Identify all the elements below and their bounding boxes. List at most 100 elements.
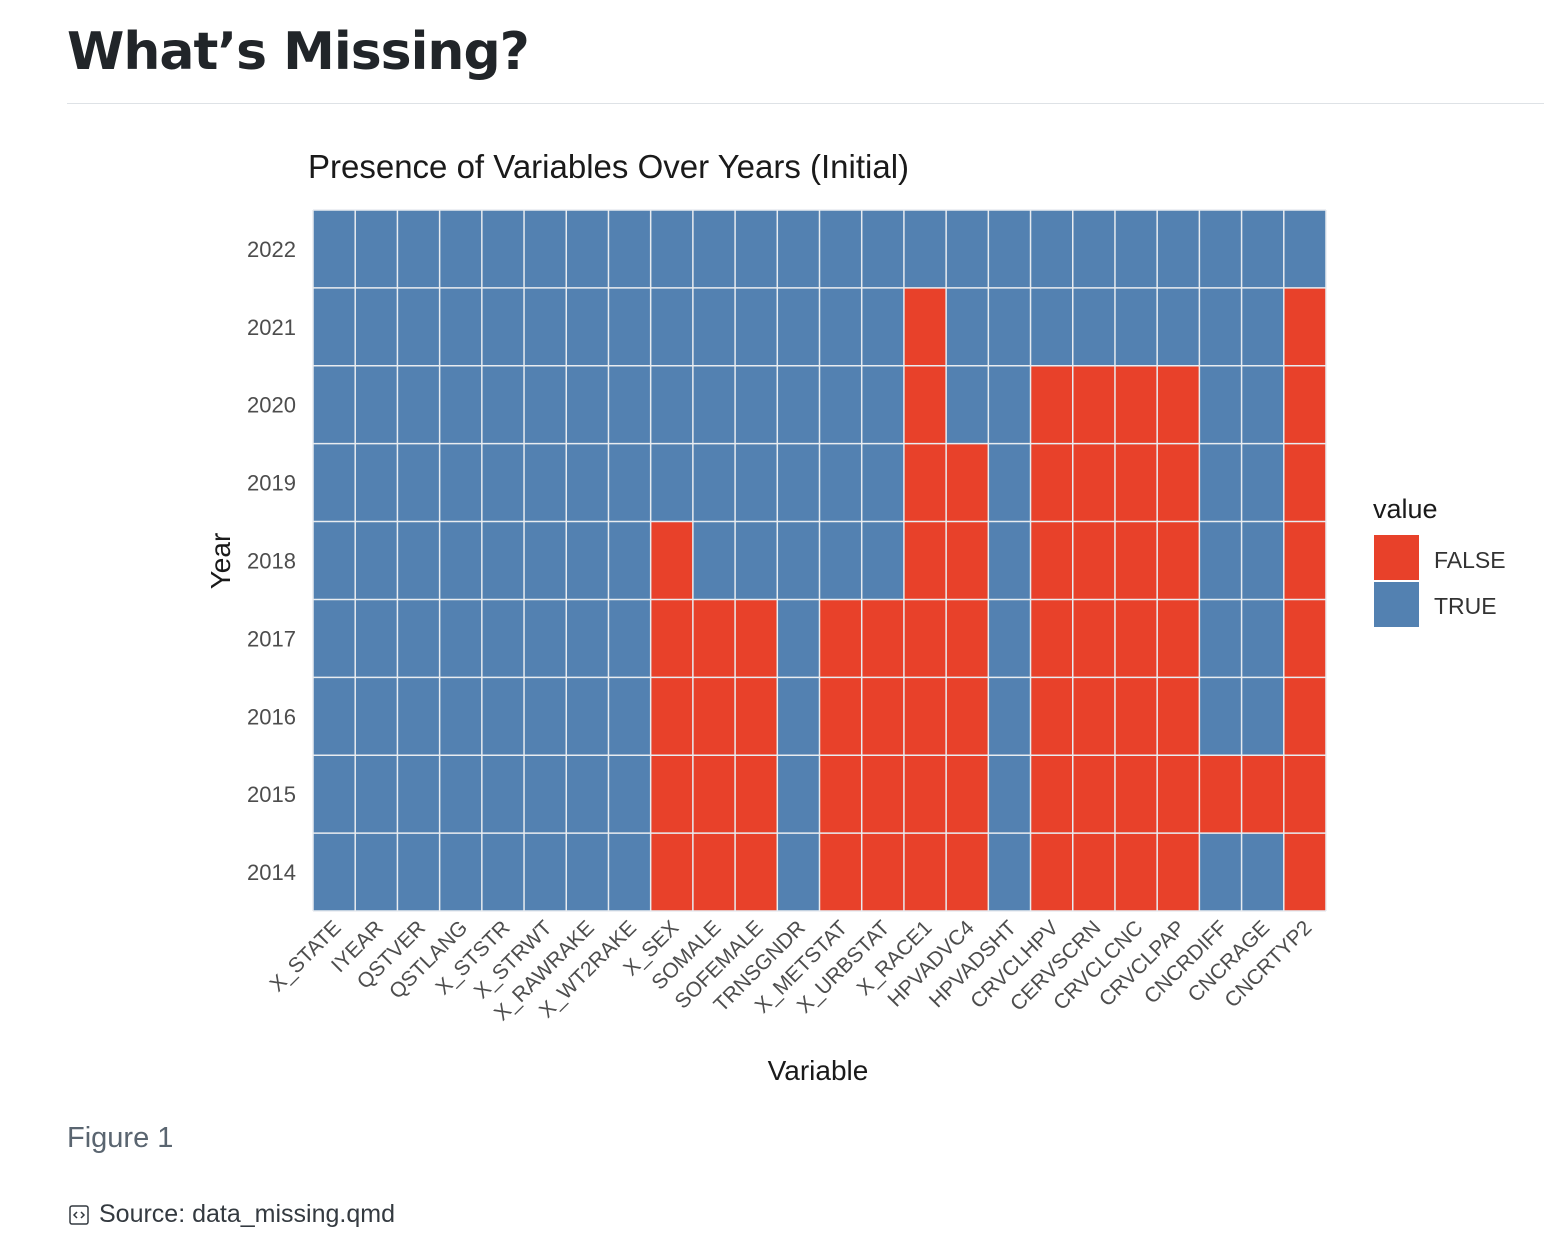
heatmap-cell <box>946 210 989 288</box>
heatmap-cell <box>735 443 778 522</box>
heatmap-cell <box>735 521 778 600</box>
heatmap-cell <box>777 521 820 600</box>
heatmap-cell <box>777 599 820 678</box>
legend-label-false: FALSE <box>1434 547 1506 573</box>
heatmap-cell <box>1241 210 1284 288</box>
heatmap-cell <box>566 677 609 756</box>
heatmap-cell <box>946 521 989 600</box>
heatmap-cell <box>692 210 736 288</box>
legend-swatch-false <box>1374 535 1419 580</box>
heatmap-cell <box>313 599 356 678</box>
heatmap-cell <box>1072 365 1115 444</box>
heatmap-cell <box>777 287 820 366</box>
heatmap-cell <box>650 833 693 911</box>
source-link[interactable]: Source: data_missing.qmd <box>67 1200 395 1229</box>
heatmap-cell <box>903 287 947 366</box>
heatmap-cell <box>566 755 609 834</box>
heatmap-chart: Presence of Variables Over Years (Initia… <box>205 148 1506 1086</box>
heatmap-cell <box>481 677 525 756</box>
heatmap-cell <box>1114 833 1158 911</box>
heatmap-cell <box>1030 443 1073 522</box>
heatmap-cell <box>1157 599 1200 678</box>
heatmap-cell <box>608 443 651 522</box>
heatmap-cell <box>819 365 862 444</box>
heatmap-cell <box>566 210 609 288</box>
heatmap-cell <box>439 521 482 600</box>
heatmap-cell <box>735 365 778 444</box>
heatmap-cell <box>524 755 567 834</box>
heatmap-cell <box>1030 365 1073 444</box>
heatmap-cell <box>903 833 947 911</box>
heatmap-cell <box>1157 210 1200 288</box>
heatmap-cell <box>1283 210 1326 288</box>
y-tick-label: 2022 <box>247 237 296 262</box>
heatmap-cell <box>608 677 651 756</box>
heatmap-cell <box>608 287 651 366</box>
heatmap-cell <box>439 677 482 756</box>
heatmap-cell <box>566 599 609 678</box>
y-axis-label: Year <box>205 533 236 590</box>
heatmap-cell <box>355 755 398 834</box>
heatmap-cell <box>313 755 356 834</box>
heatmap-cell <box>1072 755 1115 834</box>
heatmap-cell <box>439 443 482 522</box>
legend-label-true: TRUE <box>1434 593 1497 619</box>
heatmap-cell <box>313 210 356 288</box>
heatmap-cell <box>313 365 356 444</box>
heatmap-cell <box>819 210 862 288</box>
heatmap-cell <box>861 599 904 678</box>
heatmap-cell <box>946 599 989 678</box>
heatmap-cell <box>481 287 525 366</box>
heatmap-cell <box>735 287 778 366</box>
figure-caption: Figure 1 <box>67 1122 174 1154</box>
heatmap-cell <box>903 677 947 756</box>
heatmap-cell <box>1199 755 1242 834</box>
heatmap-cell <box>439 833 482 911</box>
heatmap-cell <box>946 365 989 444</box>
heatmap-cell <box>903 599 947 678</box>
heatmap-cell <box>692 443 736 522</box>
heatmap-cell <box>903 755 947 834</box>
heatmap-cell <box>1241 365 1284 444</box>
heatmap-cell <box>481 443 525 522</box>
heatmap-cell <box>355 210 398 288</box>
heatmap-cell <box>946 755 989 834</box>
heatmap-cell <box>1114 287 1158 366</box>
heatmap-cell <box>1199 833 1242 911</box>
heatmap-cell <box>397 287 440 366</box>
heatmap-cell <box>988 443 1031 522</box>
heatmap-cell <box>1114 755 1158 834</box>
heatmap-cell <box>819 443 862 522</box>
heatmap-cell <box>524 599 567 678</box>
heatmap-cell <box>355 443 398 522</box>
code-file-icon <box>69 1204 89 1225</box>
heatmap-cell <box>988 599 1031 678</box>
heatmap-cell <box>1157 833 1200 911</box>
heatmap-cell <box>988 677 1031 756</box>
heatmap-cell <box>608 755 651 834</box>
heatmap-cell <box>692 521 736 600</box>
heatmap-cell <box>1157 365 1200 444</box>
heatmap-cell <box>355 287 398 366</box>
y-tick-label: 2018 <box>247 549 296 574</box>
heatmap-cell <box>650 210 693 288</box>
heatmap-cell <box>481 521 525 600</box>
heatmap-cell <box>1072 210 1115 288</box>
heatmap-cell <box>988 833 1031 911</box>
heatmap-cell <box>1157 521 1200 600</box>
heatmap-cell <box>1114 443 1158 522</box>
heatmap-cell <box>735 677 778 756</box>
heatmap-cell <box>1283 677 1326 756</box>
heatmap-cell <box>1157 677 1200 756</box>
heatmap-cell <box>313 521 356 600</box>
heatmap-cell <box>313 443 356 522</box>
heatmap-cell <box>1283 287 1326 366</box>
heatmap-cell <box>566 833 609 911</box>
heatmap-cell <box>313 677 356 756</box>
heatmap-cell <box>355 365 398 444</box>
heatmap-cell <box>1283 599 1326 678</box>
heatmap-cell <box>1030 599 1073 678</box>
heatmap-cell <box>1072 521 1115 600</box>
x-axis-ticks: X_STATEIYEARQSTVERQSTLANGX_STSTRX_STRWTX… <box>266 916 1317 1025</box>
heatmap-cell <box>1072 287 1115 366</box>
